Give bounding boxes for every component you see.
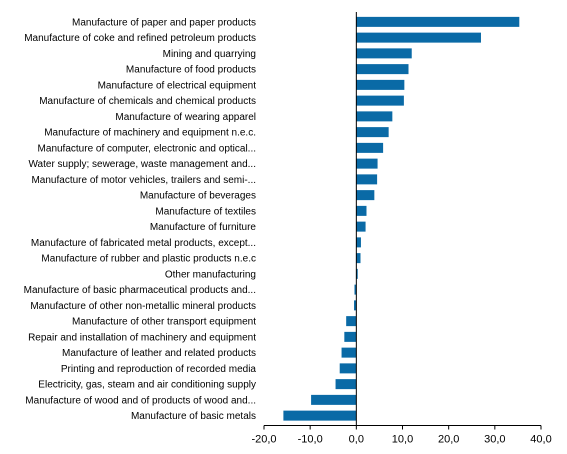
x-tick-label: 40,0 bbox=[530, 434, 551, 446]
x-axis-ticks: -20,0 -10,0 0,0 10,0 20,0 30,0 40,0 bbox=[251, 425, 552, 446]
bar bbox=[356, 79, 405, 90]
category-label: Manufacture of basic pharmaceutical prod… bbox=[24, 285, 256, 296]
bar bbox=[356, 237, 361, 248]
bar bbox=[335, 379, 357, 390]
bar bbox=[356, 205, 367, 216]
x-tick-label: 30,0 bbox=[484, 434, 505, 446]
category-label: Manufacture of beverages bbox=[140, 191, 256, 202]
bar bbox=[339, 363, 357, 374]
bar bbox=[356, 16, 520, 27]
category-labels: Manufacture of paper and paper products M… bbox=[24, 17, 257, 422]
bars-group bbox=[283, 16, 520, 421]
bar bbox=[356, 253, 361, 264]
category-label: Manufacture of computer, electronic and … bbox=[38, 143, 256, 154]
x-tick-label: 10,0 bbox=[392, 434, 413, 446]
category-label: Manufacture of food products bbox=[126, 65, 256, 76]
x-tick-label: -20,0 bbox=[251, 434, 276, 446]
bar bbox=[341, 347, 357, 358]
category-label: Mining and quarrying bbox=[163, 49, 256, 60]
x-tick-label: 0,0 bbox=[349, 434, 364, 446]
category-label: Manufacture of basic metals bbox=[131, 411, 256, 422]
category-label: Manufacture of other non-metallic minera… bbox=[30, 301, 256, 312]
category-label: Manufacture of leather and related produ… bbox=[62, 348, 256, 359]
bar bbox=[356, 48, 412, 59]
category-label: Manufacture of motor vehicles, trailers … bbox=[31, 175, 256, 186]
bar bbox=[356, 64, 409, 75]
bar bbox=[356, 174, 378, 185]
category-label: Repair and installation of machinery and… bbox=[28, 332, 256, 343]
category-label: Manufacture of electrical equipment bbox=[98, 80, 257, 91]
category-label: Manufacture of machinery and equipment n… bbox=[44, 128, 256, 139]
bar bbox=[354, 284, 357, 295]
bar bbox=[356, 95, 404, 106]
x-tick-label: -10,0 bbox=[298, 434, 323, 446]
bar bbox=[356, 142, 384, 153]
bar bbox=[344, 331, 357, 342]
bar bbox=[356, 111, 393, 122]
x-tick-label: 20,0 bbox=[438, 434, 459, 446]
category-label: Printing and reproduction of recorded me… bbox=[61, 364, 257, 375]
category-label: Water supply; sewerage, waste management… bbox=[28, 159, 256, 170]
category-label: Manufacture of other transport equipment bbox=[72, 317, 256, 328]
bar bbox=[354, 300, 357, 311]
bar bbox=[311, 394, 357, 405]
category-label: Manufacture of furniture bbox=[150, 222, 257, 233]
bar bbox=[356, 127, 389, 138]
bar bbox=[356, 158, 378, 169]
bar bbox=[356, 221, 366, 232]
bar bbox=[346, 316, 357, 327]
category-label: Manufacture of coke and refined petroleu… bbox=[24, 33, 256, 44]
category-label: Manufacture of fabricated metal products… bbox=[31, 238, 256, 249]
bar bbox=[356, 32, 481, 43]
category-label: Electricity, gas, steam and air conditio… bbox=[38, 380, 256, 391]
category-label: Manufacture of paper and paper products bbox=[72, 17, 256, 28]
category-label: Manufacture of chemicals and chemical pr… bbox=[39, 96, 256, 107]
bar bbox=[356, 268, 358, 279]
category-label: Manufacture of wood and of products of w… bbox=[25, 395, 256, 406]
category-label: Other manufacturing bbox=[165, 269, 256, 280]
category-label: Manufacture of rubber and plastic produc… bbox=[41, 254, 256, 265]
category-label: Manufacture of wearing apparel bbox=[115, 112, 256, 123]
category-label: Manufacture of textiles bbox=[155, 206, 256, 217]
bar bbox=[283, 410, 357, 421]
bar bbox=[356, 190, 375, 201]
